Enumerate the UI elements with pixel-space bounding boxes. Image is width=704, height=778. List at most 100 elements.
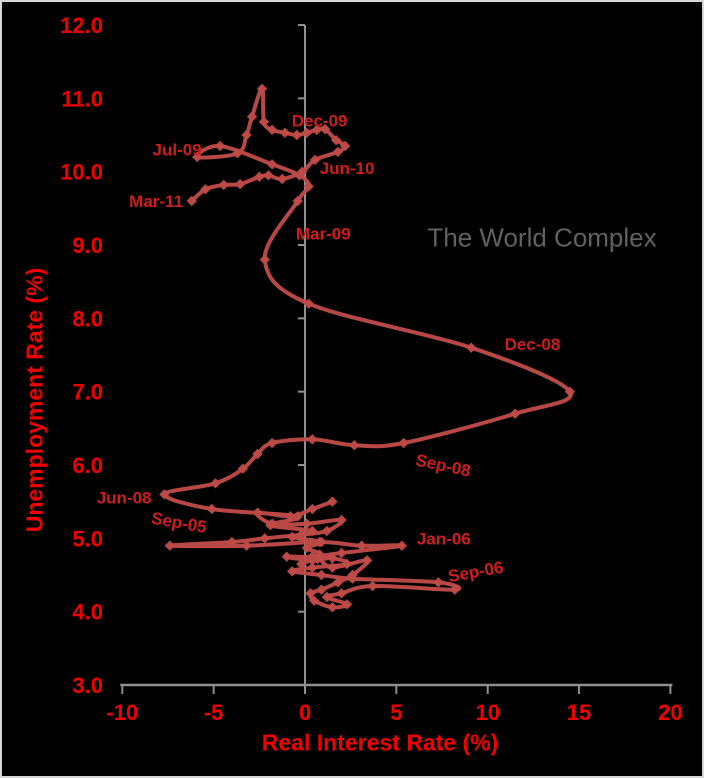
data-point-marker (396, 540, 408, 551)
data-point-marker (287, 531, 298, 543)
data-point-marker (398, 437, 409, 449)
data-point-marker (307, 503, 318, 515)
data-point-marker (252, 448, 263, 460)
data-point-marker (291, 129, 302, 141)
data-point-marker (349, 440, 360, 451)
y-tick-label: 8.0 (72, 306, 103, 331)
watermark-text: The World Complex (427, 222, 657, 253)
data-point-marker (330, 134, 342, 146)
data-point-marker (241, 540, 252, 551)
annotation-label: Jun-08 (97, 488, 152, 507)
data-point-marker (332, 577, 344, 588)
data-point-marker (301, 518, 313, 529)
y-tick-label: 9.0 (72, 233, 103, 258)
data-point-marker (327, 602, 338, 613)
data-point-marker (509, 408, 521, 419)
data-point-marker (186, 195, 197, 207)
data-point-marker (297, 166, 308, 177)
data-point-marker (316, 536, 327, 548)
data-point-marker (296, 558, 307, 570)
data-point-marker (258, 116, 270, 128)
data-point-marker (321, 591, 333, 603)
annotation-label: Dec-09 (292, 111, 348, 130)
data-point-marker (164, 540, 176, 551)
y-tick-label: 12.0 (60, 13, 103, 38)
data-point-marker (327, 496, 338, 507)
y-tick-label: 5.0 (72, 526, 103, 551)
data-point-marker (214, 140, 226, 152)
data-point-marker (361, 555, 373, 566)
x-tick-label: -10 (106, 700, 138, 725)
x-tick-label: 15 (567, 700, 591, 725)
data-point-marker (307, 555, 318, 566)
data-point-marker (263, 170, 274, 181)
data-point-marker (232, 148, 243, 159)
annotation-label: Sep-08 (414, 451, 472, 481)
data-point-marker (314, 549, 325, 560)
y-axis-title: Unemployment Rate (%) (21, 267, 48, 533)
annotation-label: Mar-11 (129, 192, 183, 211)
annotation-label: Dec-08 (505, 335, 561, 354)
data-point-marker (281, 551, 292, 562)
y-tick-label: 10.0 (60, 160, 103, 185)
data-point-marker (266, 124, 278, 136)
data-point-marker (252, 507, 263, 518)
data-point-marker (305, 588, 316, 599)
data-point-marker (276, 173, 288, 185)
data-point-marker (356, 540, 367, 551)
y-tick-label: 6.0 (72, 453, 103, 478)
data-point-marker (307, 434, 318, 445)
data-point-marker (200, 184, 211, 195)
data-point-marker (336, 588, 347, 599)
data-point-marker (266, 437, 278, 449)
data-point-marker (316, 569, 327, 581)
annotation-label: Jun-10 (320, 159, 375, 178)
y-tick-label: 11.0 (61, 86, 103, 111)
data-point-marker (327, 562, 338, 573)
data-point-marker (259, 254, 271, 265)
annotation-label: Sep-06 (447, 558, 505, 586)
data-point-marker (336, 514, 347, 526)
data-point-marker (327, 552, 338, 564)
data-point-marker (311, 124, 323, 136)
data-point-marker (159, 489, 170, 500)
data-point-marker (218, 179, 229, 191)
data-point-marker (210, 478, 221, 489)
data-point-marker (265, 519, 276, 531)
annotation-label: Jan-06 (417, 529, 471, 548)
data-point-marker (292, 195, 303, 207)
data-point-marker (307, 525, 318, 537)
data-point-marker (321, 525, 333, 537)
x-axis-title: Real Interest Rate (%) (261, 729, 499, 756)
data-point-marker (256, 83, 268, 95)
data-point-marker (279, 127, 291, 139)
data-point-marker (564, 386, 576, 397)
data-point-marker (266, 159, 278, 170)
y-tick-label: 7.0 (72, 380, 103, 405)
data-point-marker (192, 151, 203, 163)
x-tick-label: -5 (204, 700, 224, 725)
data-point-marker (341, 599, 353, 610)
data-point-marker (339, 140, 351, 152)
data-point-marker (241, 129, 252, 141)
data-point-marker (332, 146, 344, 158)
data-point-marker (292, 511, 303, 522)
data-point-marker (316, 584, 327, 595)
data-point-marker (319, 123, 331, 135)
data-point-marker (246, 111, 258, 122)
data-point-marker (254, 171, 265, 183)
data-point-marker (303, 181, 314, 192)
y-tick-label: 4.0 (72, 600, 103, 625)
annotation-label: Sep-05 (150, 509, 208, 537)
data-point-marker (307, 562, 318, 573)
data-point-marker (301, 542, 313, 554)
data-point-marker (285, 511, 296, 522)
data-point-marker (303, 298, 314, 309)
x-tick-label: 0 (299, 700, 311, 725)
data-point-marker (336, 547, 347, 559)
x-tick-label: 20 (658, 700, 682, 725)
data-point-marker (449, 584, 461, 595)
data-point-marker (466, 342, 477, 353)
data-point-marker (347, 569, 358, 581)
